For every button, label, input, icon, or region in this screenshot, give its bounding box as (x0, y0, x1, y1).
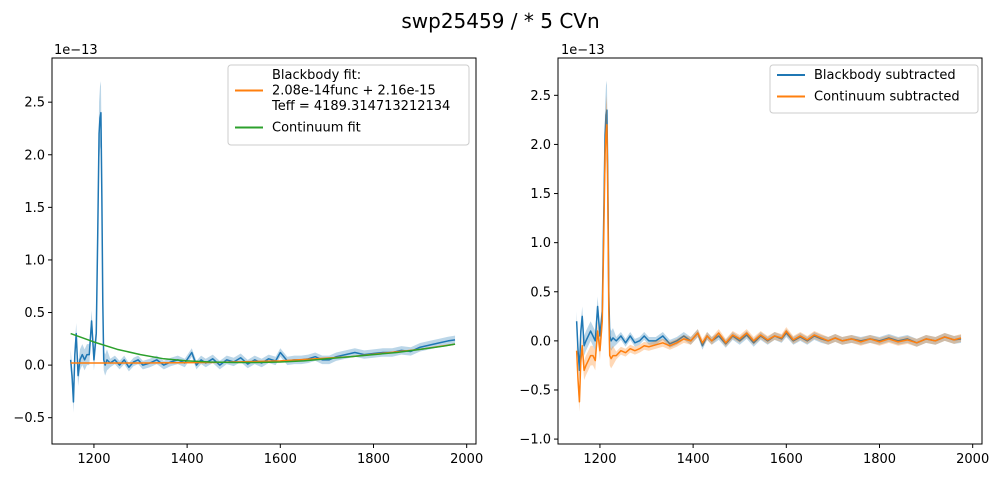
left-y-tick-label: 1.0 (24, 253, 45, 268)
left-y-tick-label: 2.5 (24, 96, 45, 111)
right-y-tick-label: 1.0 (530, 236, 551, 251)
left-y-axis: −0.5 0.0 0.5 1.0 1.5 2.0 2.5 (13, 96, 52, 426)
left-x-tick-label: 1400 (171, 452, 204, 467)
right-axes-frame (557, 57, 983, 445)
left-plot-area (69, 81, 456, 413)
right-y-axis: −1.0 −0.5 0.0 0.5 1.0 1.5 2.0 2.5 (519, 89, 558, 448)
right-legend: Blackbody subtracted Continuum subtracted (769, 64, 979, 114)
left-y-tick-label: 1.5 (24, 201, 45, 216)
left-y-tick-label: −0.5 (13, 411, 45, 426)
left-series-continuum_fit (70, 332, 456, 364)
left-legend-label-continuum_fit: Continuum fit (272, 121, 361, 136)
right-bb_sub-band (576, 80, 962, 381)
right-y-tick-label: 1.5 (530, 187, 551, 202)
right-x-tick-label: 1400 (677, 452, 710, 467)
left-legend-box (227, 64, 470, 146)
figure-suptitle: swp25459 / * 5 CVn (401, 9, 599, 33)
right-series-cont_sub (575, 124, 962, 403)
right-y-tick-label: 0.5 (530, 285, 551, 300)
right-x-axis: 1200 1400 1600 1800 2000 (583, 444, 989, 467)
right-legend-label-cont_sub: Continuum subtracted (814, 90, 960, 105)
left-legend-label-blackbody_fit: Blackbody fit: 2.08e-14func + 2.16e-15 Tef… (271, 68, 450, 114)
left-x-tick-label: 2000 (450, 452, 483, 467)
right-y-tick-label: 2.0 (530, 138, 551, 153)
right-y-tick-label: 2.5 (530, 89, 551, 104)
left-x-axis: 1200 1400 1600 1800 2000 (77, 444, 483, 467)
right-x-tick-label: 1800 (863, 452, 896, 467)
left-y-tick-label: 0.0 (24, 359, 45, 374)
right-cont_sub-band (576, 95, 962, 412)
right-subplot: 1200 1400 1600 1800 2000 −1.0 −0.5 0.0 0.5 1.0 1.… (519, 43, 989, 467)
right-series-bb_sub (575, 109, 962, 372)
right-x-tick-label: 2000 (956, 452, 989, 467)
left-axes-frame (51, 57, 477, 445)
left-x-tick-label: 1200 (77, 452, 110, 467)
left-y-tick-label: 2.0 (24, 148, 45, 163)
left-subplot: 1200 1400 1600 1800 2000 −0.5 0.0 0.5 1.0 1.5 2.0… (13, 43, 483, 467)
left-legend: Blackbody fit: 2.08e-14func + 2.16e-15 Tef… (227, 64, 470, 146)
left-y-tick-label: 0.5 (24, 306, 45, 321)
right-x-tick-label: 1600 (770, 452, 803, 467)
right-x-tick-label: 1200 (583, 452, 616, 467)
right-plot-area (575, 80, 962, 412)
right-y-tick-label: 0.0 (530, 334, 551, 349)
right-y-tick-label: −1.0 (519, 433, 551, 448)
left-x-tick-label: 1600 (264, 452, 297, 467)
right-y-tick-label: −0.5 (519, 383, 551, 398)
left-y-offset-label: 1e−13 (54, 43, 98, 58)
right-legend-box (769, 64, 979, 114)
right-y-offset-label: 1e−13 (561, 43, 605, 58)
right-legend-label-bb_sub: Blackbody subtracted (814, 68, 956, 83)
left-x-tick-label: 1800 (357, 452, 390, 467)
